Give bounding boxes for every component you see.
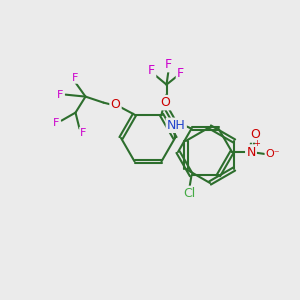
Text: F: F	[177, 67, 184, 80]
Text: O: O	[250, 128, 260, 142]
Text: F: F	[165, 58, 172, 71]
Text: Cl: Cl	[183, 187, 196, 200]
Text: O⁻: O⁻	[266, 149, 280, 159]
Text: +: +	[254, 140, 260, 148]
Text: O: O	[160, 96, 170, 109]
Text: F: F	[72, 73, 79, 82]
Text: F: F	[57, 90, 64, 100]
Text: F: F	[148, 64, 155, 77]
Text: F: F	[53, 118, 60, 128]
Text: O: O	[111, 98, 120, 111]
Text: N: N	[246, 146, 256, 158]
Text: F: F	[80, 128, 87, 138]
Text: NH: NH	[167, 119, 186, 132]
